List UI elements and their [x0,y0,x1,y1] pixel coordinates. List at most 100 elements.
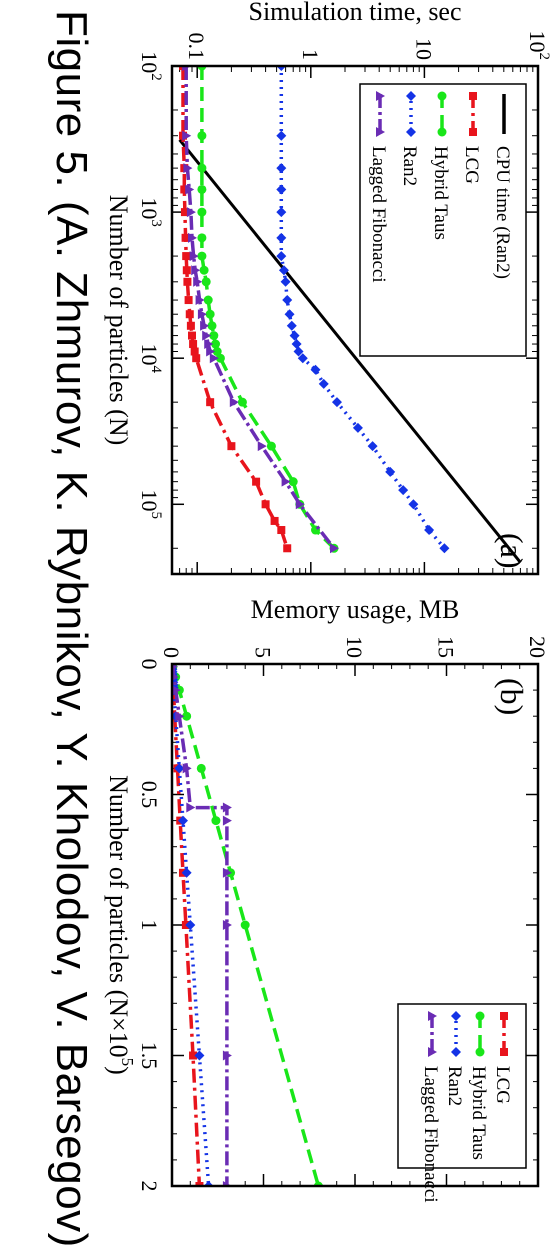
data-point-lcg [195,1182,204,1186]
data-point-lcg [181,233,190,242]
data-point-taus [197,184,207,194]
data-point-lcg [182,266,191,275]
data-point-taus [313,1181,323,1186]
data-point-ran2 [276,251,287,262]
data-point-taus [197,233,207,243]
panel-label: (b) [494,678,530,715]
data-point-ran2 [293,346,304,357]
data-point-lagged [172,685,181,696]
data-point-lcg [206,398,215,407]
legend-marker-lcg [469,92,477,100]
legend-marker-lcg [500,1012,508,1020]
legend-marker-lagged [428,1047,437,1057]
data-point-ran2 [280,276,291,287]
legend-box [359,83,527,357]
x-tick-label: 105 [137,490,164,519]
legend-marker-taus [437,127,447,137]
y-tick-label: 102 [525,31,552,61]
series-line-lcg [181,66,289,549]
legend-marker-ran2 [451,1047,461,1057]
data-point-lcg [277,526,286,535]
data-point-lcg [283,544,292,553]
data-point-lagged [222,867,232,878]
data-point-ran2 [289,330,300,341]
legend-marker-taus [437,91,447,101]
data-point-taus [182,711,192,721]
y-tick-label: 5 [251,647,276,658]
figure-page: 102 103 104 105 0.1 1 10 102 (a) CPU time (Ran2) L… [47,0,552,1248]
data-point-ran2 [367,441,378,452]
legend-box [397,1003,527,1169]
data-point-lcg [188,331,197,340]
data-point-lagged [175,711,185,722]
legend-label-taus: Hybrid Taus [430,146,451,240]
data-point-lagged [222,815,232,826]
data-point-lcg [186,321,195,330]
data-point-ran2 [398,485,409,496]
data-point-ran2 [310,364,321,375]
data-point-lagged [189,251,199,262]
data-point-ran2 [185,920,196,930]
legend-label-taus: Hybrid Taus [468,1066,489,1160]
legend-label-lcg: LCG [492,1066,513,1104]
data-point-taus [197,207,207,217]
data-point-lagged [222,802,232,813]
data-point-lagged [182,130,192,141]
data-point-taus [199,265,209,275]
data-point-lagged [191,265,201,276]
figure-caption: Figure 5. (A. Zhmurov, K. Rybnikov, Y. K… [47,10,96,1248]
series-group [178,66,522,564]
data-point-lagged [222,1181,232,1186]
data-point-lcg [227,442,236,451]
legend-marker-lagged [376,127,385,137]
data-point-lcg [185,310,194,319]
legend-marker-lagged [376,91,385,101]
data-point-lagged [186,207,196,218]
data-point-taus [197,163,207,173]
y-tick-label: 15 [434,636,459,658]
legend-marker-lagged [428,1011,437,1021]
y-tick-label: 0 [159,647,184,658]
series-group [172,664,323,1186]
data-point-lagged [329,543,339,554]
data-point-ran2 [291,339,302,350]
data-point-lcg [252,477,261,486]
data-point-lagged [200,320,210,331]
data-point-ran2 [203,1181,214,1186]
legend-label-lagged: Lagged Fibonacci [368,146,389,283]
panel-label: (a) [494,533,530,569]
data-point-taus [266,441,276,451]
data-point-taus [201,277,211,287]
y-tick-label: 20 [525,636,550,658]
x-tick-label: 1 [137,920,162,931]
data-point-ran2 [276,66,287,71]
data-point-taus [207,321,217,331]
data-point-lagged [182,763,192,774]
data-point-taus [197,251,207,261]
data-point-lagged [257,441,267,452]
legend-marker-lcg [469,128,477,136]
series-line-taus [200,66,336,550]
legend-label-cpu: CPU time (Ran2) [492,146,513,279]
rotated-figure: 102 103 104 105 0.1 1 10 102 (a) CPU time (Ran2) L… [47,0,552,1248]
data-point-lagged [222,1050,232,1061]
data-point-lagged [202,330,212,341]
data-point-taus [205,309,215,319]
x-tick-label: 102 [137,51,164,81]
data-point-lagged [185,184,195,195]
data-point-taus [196,763,206,773]
plot-frame [170,662,540,1188]
legend-marker-ran2 [406,127,416,137]
data-point-lagged [197,309,207,320]
legend-label-lcg: LCG [461,146,482,184]
data-point-lagged [281,476,291,487]
y-tick-label: 10 [342,636,367,658]
series-line-cpu [178,138,522,564]
data-point-ran2 [318,378,329,389]
data-point-lcg [183,277,192,286]
data-point-ran2 [276,130,287,141]
legend-marker-ran2 [406,91,416,101]
data-point-lcg [189,340,198,349]
y-tick-label: 0.1 [184,33,209,61]
